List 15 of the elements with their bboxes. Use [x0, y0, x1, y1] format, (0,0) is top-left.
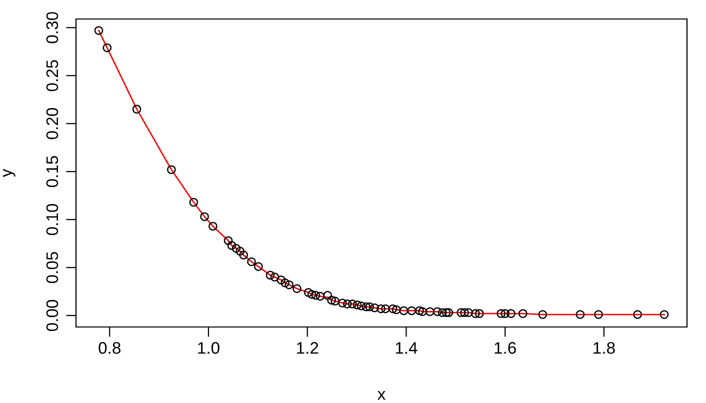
x-tick-label: 1.2	[297, 342, 318, 354]
y-tick-label: 0.10	[46, 204, 58, 236]
x-tick-label: 1.0	[198, 342, 220, 354]
y-tick-label: 0.00	[46, 300, 58, 332]
y-tick-label: 0.25	[46, 60, 58, 92]
x-tick-label: 0.8	[98, 342, 120, 354]
x-tick-label: 1.8	[594, 342, 615, 354]
x-tick-label: 1.6	[494, 342, 516, 354]
y-tick-label: 0.05	[46, 252, 58, 284]
x-axis-title: x	[378, 390, 386, 400]
y-tick-label: 0.15	[46, 156, 58, 188]
x-tick-label: 1.4	[396, 342, 418, 354]
y-tick-label: 0.30	[46, 12, 58, 44]
y-axis-title: y	[3, 168, 16, 178]
y-tick-label: 0.20	[46, 108, 58, 140]
